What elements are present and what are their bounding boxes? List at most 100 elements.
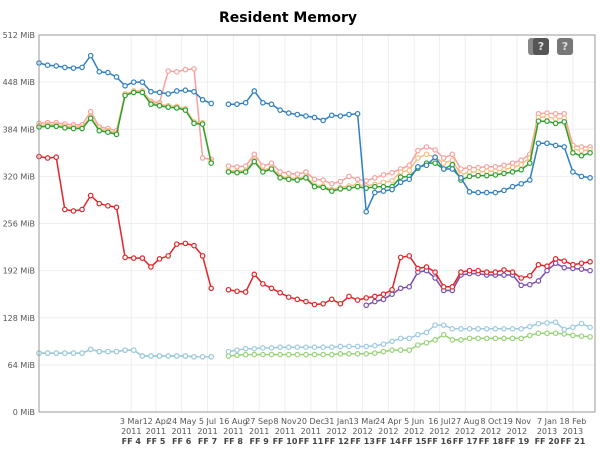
data-point	[44, 62, 51, 68]
data-point	[139, 353, 146, 359]
data-point	[518, 157, 524, 163]
data-point	[79, 125, 85, 132]
data-point	[578, 266, 585, 272]
data-point	[527, 272, 533, 279]
data-point	[191, 242, 197, 249]
data-point	[527, 177, 533, 183]
data-point	[79, 64, 85, 71]
data-point	[225, 163, 232, 169]
data-point	[544, 320, 550, 326]
data-point	[501, 335, 507, 342]
data-point	[294, 177, 301, 183]
data-point	[406, 162, 413, 169]
x-tick-date: 5 Jun	[404, 417, 424, 426]
data-point	[466, 325, 473, 332]
x-tick-date: 8 Nov	[273, 417, 297, 426]
data-point	[570, 150, 576, 156]
data-point	[415, 331, 421, 338]
data-point	[544, 113, 550, 120]
data-point	[509, 269, 516, 275]
data-point	[182, 66, 189, 73]
data-point	[328, 112, 335, 119]
data-point	[406, 167, 413, 174]
data-point	[337, 300, 344, 307]
data-point	[225, 286, 232, 293]
data-point	[182, 107, 189, 113]
data-point	[328, 351, 335, 358]
data-point	[346, 185, 352, 191]
data-point	[544, 140, 550, 147]
data-point	[191, 353, 197, 360]
data-point	[544, 263, 550, 270]
data-point	[518, 161, 524, 168]
x-tick-year: 2011	[223, 427, 243, 436]
x-tick-date: 7 Jan	[537, 417, 557, 426]
data-point	[337, 343, 344, 350]
data-point	[251, 345, 258, 352]
data-point	[372, 293, 378, 300]
annotation-help-button[interactable]: ?	[533, 38, 549, 55]
data-point	[87, 52, 94, 59]
data-point	[303, 298, 309, 305]
data-point	[466, 173, 473, 180]
data-point	[199, 121, 206, 127]
x-tick-date: 18 Feb	[559, 417, 586, 426]
x-tick-release: FF 6	[172, 437, 192, 446]
data-point	[397, 254, 404, 261]
data-point	[509, 169, 516, 175]
data-point	[423, 264, 430, 270]
data-point	[70, 350, 77, 356]
data-point	[242, 289, 249, 295]
x-tick-year: 2012	[455, 427, 475, 436]
data-point	[53, 350, 60, 356]
data-point	[165, 253, 171, 259]
x-tick-year: 2012	[507, 427, 527, 436]
data-point	[458, 175, 464, 181]
data-point	[53, 63, 60, 69]
data-point	[449, 157, 456, 163]
data-point	[251, 88, 258, 94]
data-point	[320, 300, 326, 307]
x-tick-release: FF 21	[560, 437, 585, 446]
data-point	[277, 344, 283, 351]
data-point	[165, 104, 171, 110]
data-point	[440, 331, 447, 338]
data-point	[234, 288, 240, 295]
data-point	[475, 164, 481, 171]
data-point	[277, 169, 283, 175]
data-point	[268, 285, 275, 292]
data-point	[328, 180, 335, 187]
data-point	[87, 108, 94, 115]
data-point	[303, 113, 309, 119]
x-tick-date: 16 Jul	[428, 417, 450, 426]
data-point	[570, 324, 576, 331]
data-point	[96, 348, 103, 355]
x-tick-release: FF 17	[453, 437, 478, 446]
annotation-help-button[interactable]: ?	[557, 38, 573, 55]
x-tick-release: FF 13	[350, 437, 375, 446]
x-tick-year: 2012	[429, 427, 449, 436]
data-point	[561, 326, 568, 333]
data-point	[475, 172, 481, 179]
data-point	[268, 160, 275, 166]
data-point	[285, 351, 292, 358]
data-point	[311, 301, 318, 308]
data-point	[191, 120, 197, 127]
data-point	[466, 189, 473, 195]
data-point	[552, 319, 559, 325]
data-point	[380, 188, 387, 194]
data-point	[492, 172, 499, 178]
data-point	[492, 335, 499, 342]
x-tick-date: 24 May	[167, 417, 197, 426]
data-point	[527, 281, 533, 288]
data-point	[440, 166, 447, 172]
data-point	[208, 285, 215, 292]
data-point	[130, 347, 137, 353]
data-point	[70, 125, 77, 132]
data-point	[182, 240, 189, 247]
data-point	[139, 89, 146, 96]
data-point	[397, 285, 404, 292]
data-point	[518, 282, 524, 289]
data-point	[397, 169, 404, 175]
